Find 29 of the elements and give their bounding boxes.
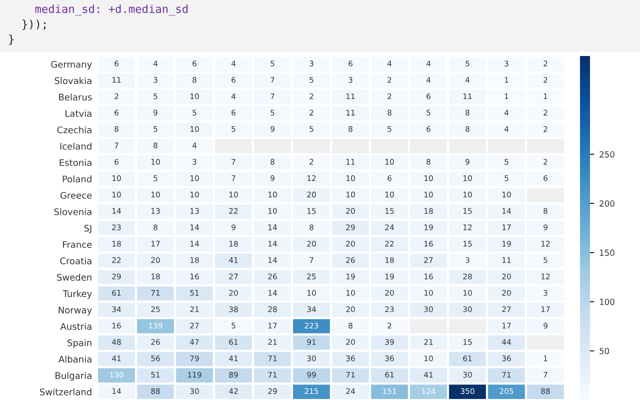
y-tick-label: Norway: [58, 306, 92, 316]
color-bar-label: 250: [600, 151, 614, 158]
color-bar-label: 50: [600, 348, 610, 354]
text: }));: [22, 20, 46, 30]
y-tick-label: France: [63, 241, 92, 248]
y-tick-label: Spain: [68, 339, 92, 348]
y-tick-label: Albania: [58, 356, 92, 363]
text: }: [9, 34, 14, 45]
y-tick-label: Slovakia: [54, 77, 92, 84]
y-tick-label: Greece: [60, 192, 92, 199]
y-tick-label: Belarus: [59, 94, 92, 101]
y-tick-label: Turkey: [62, 290, 92, 299]
color-bar-label: 150: [600, 250, 614, 256]
y-tick-label: Czechia: [57, 126, 92, 134]
y-tick-label: Iceland: [60, 142, 92, 150]
y-tick-label: Sweden: [57, 274, 92, 281]
text: median_sd: +d.median_sd: [35, 4, 188, 16]
y-tick-label: SJ: [84, 224, 92, 234]
y-tick-label: Estonia: [60, 159, 92, 166]
y-tick-label: Slovenia: [54, 208, 92, 216]
color-bar-label: 200: [600, 200, 614, 207]
y-tick-label: Bulgaria: [56, 372, 92, 381]
y-tick-label: Croatia: [60, 257, 92, 264]
y-tick-label: Latvia: [66, 110, 92, 117]
y-tick-label: Austria: [60, 322, 92, 330]
y-tick-label: Switzerland: [40, 388, 92, 396]
y-tick-label: Poland: [62, 175, 92, 182]
y-tick-label: Germany: [51, 60, 92, 70]
color-bar-label: 100: [600, 298, 614, 305]
